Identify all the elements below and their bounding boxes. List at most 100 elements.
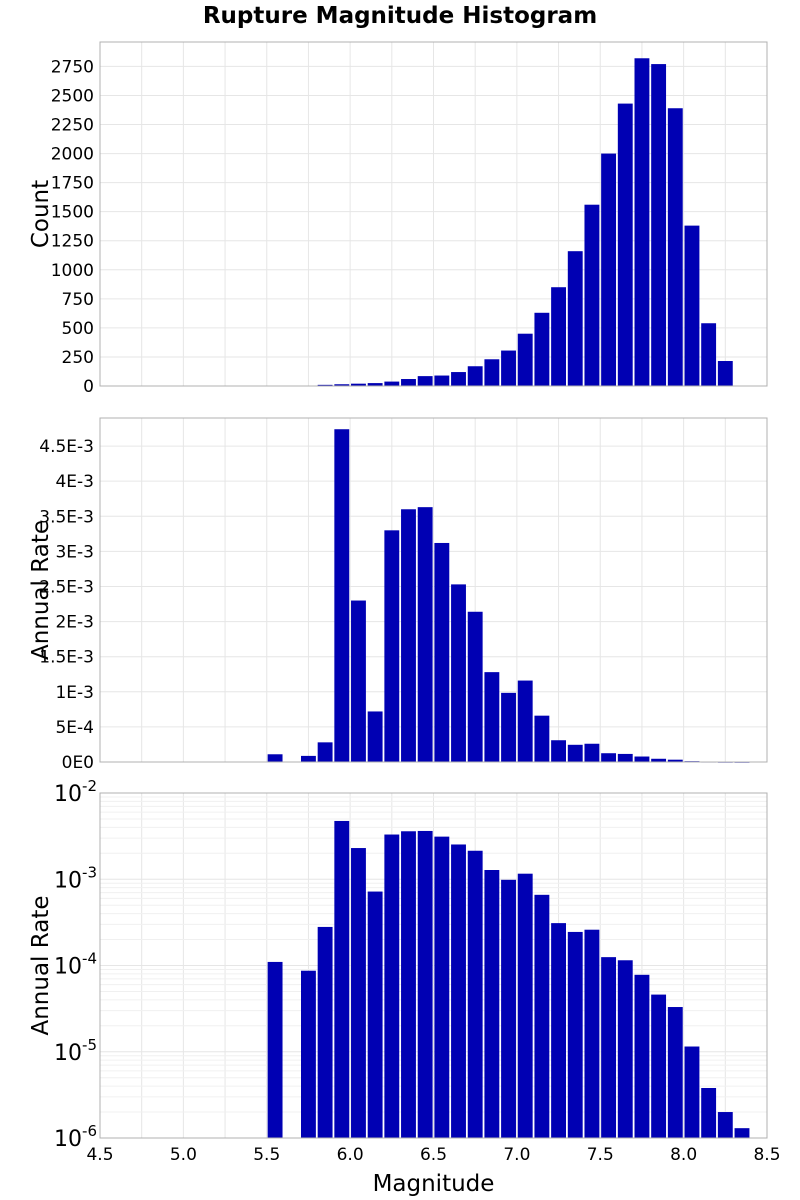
histogram-bar <box>334 820 350 1138</box>
histogram-bar <box>551 740 566 762</box>
y-tick-label: 2750 <box>51 57 94 77</box>
y-tick-label: 2250 <box>51 116 94 136</box>
y-tick-label: 1250 <box>51 232 94 252</box>
histogram-bar <box>401 509 416 762</box>
count-panel-frame <box>99 41 768 387</box>
histogram-bar <box>301 970 316 1138</box>
y-tick-label: 10-4 <box>54 950 97 980</box>
rate-linear-panel-y-axis-label: Annual Rate <box>28 520 54 660</box>
histogram-bar <box>334 429 350 762</box>
y-tick-label: 250 <box>62 348 94 368</box>
histogram-bar <box>301 755 316 762</box>
histogram-bar <box>601 753 617 762</box>
histogram-bar <box>617 960 633 1138</box>
histogram-bar <box>351 848 366 1138</box>
histogram-bar <box>567 251 583 386</box>
y-tick-label: 10-2 <box>54 777 97 807</box>
histogram-bar <box>417 507 433 762</box>
histogram-bar <box>367 891 383 1138</box>
histogram-bar <box>534 894 550 1138</box>
count-panel: 0 250 500 750 1000 1250 1500 1750 2000 2250 2500 27… <box>28 41 768 397</box>
x-axis-label: Magnitude <box>373 1171 495 1197</box>
rate-log-panel-frame <box>99 792 768 1139</box>
y-tick-label: 10-3 <box>54 863 97 893</box>
y-tick-label: 3.5E-3 <box>39 507 94 527</box>
histogram-bar <box>501 350 516 386</box>
x-tick-label: 4.5 <box>86 1145 113 1165</box>
y-tick-label: 2500 <box>51 86 94 106</box>
histogram-bar <box>401 831 416 1138</box>
x-tick-label: 6.0 <box>337 1145 364 1165</box>
y-tick-label: 1750 <box>51 174 94 194</box>
histogram-bar <box>734 1128 750 1138</box>
histogram-bar <box>451 372 466 386</box>
histogram-bar <box>317 384 333 386</box>
y-tick-label: 500 <box>62 319 94 339</box>
histogram-bar <box>584 204 600 386</box>
histogram-bar <box>517 680 533 762</box>
histogram-bar <box>351 383 366 386</box>
histogram-bar <box>367 711 383 762</box>
count-panel-grid <box>99 42 768 387</box>
rate-linear-panel-y-ticks: 0E0 5E-4 1E-3 1.5E-3 2E-3 2.5E-3 3E-3 3.5E-3 4E-… <box>39 437 94 773</box>
x-tick-label: 5.0 <box>170 1145 197 1165</box>
rate-linear-panel: 0E0 5E-4 1E-3 1.5E-3 2E-3 2.5E-3 3E-3 3.5E-3 4E-… <box>28 417 768 773</box>
histogram-bar <box>717 1112 733 1138</box>
y-tick-label: 2.5E-3 <box>39 577 94 597</box>
histogram-bar <box>534 715 550 762</box>
histogram-bar <box>467 850 483 1138</box>
y-tick-label: 1500 <box>51 203 94 223</box>
histogram-bar <box>434 542 450 762</box>
histogram-bar <box>584 929 600 1138</box>
histogram-bar <box>434 836 450 1138</box>
histogram-bar <box>451 844 466 1138</box>
y-tick-label: 0 <box>83 377 94 397</box>
histogram-bar <box>667 759 683 762</box>
histogram-bar <box>417 830 433 1138</box>
histogram-bar <box>334 384 350 386</box>
histogram-bar <box>534 312 550 386</box>
histogram-bar <box>634 756 650 762</box>
histogram-bar <box>384 834 400 1138</box>
histogram-bar <box>551 923 566 1138</box>
histogram-bar <box>617 103 633 386</box>
histogram-bar <box>484 672 500 762</box>
rate-log-panel-y-axis-label: Annual Rate <box>28 896 54 1036</box>
y-tick-label: 10-5 <box>54 1036 97 1066</box>
histogram-bar <box>701 1087 717 1138</box>
rate-log-panel: 10-6 10-5 10-4 10-3 10-2 4.5 5.0 5.5 6.0 6.5 7.0 7… <box>28 777 780 1197</box>
y-tick-label: 4.5E-3 <box>39 437 94 457</box>
histogram-bar <box>684 225 700 386</box>
histogram-bar <box>501 692 516 762</box>
rate-log-panel-y-ticks: 10-6 10-5 10-4 10-3 10-2 <box>54 777 97 1152</box>
histogram-bar <box>384 530 400 762</box>
y-tick-label: 10-6 <box>54 1122 97 1152</box>
histogram-bar <box>651 994 667 1138</box>
histogram-bar <box>351 600 366 762</box>
histogram-bar <box>567 744 583 762</box>
histogram-bar <box>584 743 600 762</box>
x-tick-label: 5.5 <box>253 1145 280 1165</box>
histogram-bar <box>384 381 400 386</box>
y-tick-label: 1E-3 <box>55 683 94 703</box>
count-panel-y-axis-label: Count <box>28 180 54 248</box>
chart-title: Rupture Magnitude Histogram <box>203 3 597 29</box>
histogram-bar <box>317 926 333 1138</box>
histogram-bar <box>651 758 667 762</box>
histogram-bar <box>667 108 683 387</box>
histogram-bar <box>434 375 450 386</box>
x-tick-label: 8.0 <box>670 1145 697 1165</box>
histogram-bar <box>601 153 617 386</box>
histogram-bar <box>484 359 500 386</box>
x-tick-label: 8.5 <box>753 1145 780 1165</box>
histogram-bar <box>317 742 333 762</box>
y-tick-label: 750 <box>62 290 94 310</box>
histogram-bar <box>267 961 283 1138</box>
x-tick-label: 7.5 <box>587 1145 614 1165</box>
y-tick-label: 0E0 <box>62 753 94 773</box>
histogram-bar <box>684 1046 700 1138</box>
y-tick-label: 1000 <box>51 261 94 281</box>
histogram-bar <box>601 957 617 1138</box>
count-panel-y-ticks: 0 250 500 750 1000 1250 1500 1750 2000 2250 2500 27… <box>51 57 94 397</box>
